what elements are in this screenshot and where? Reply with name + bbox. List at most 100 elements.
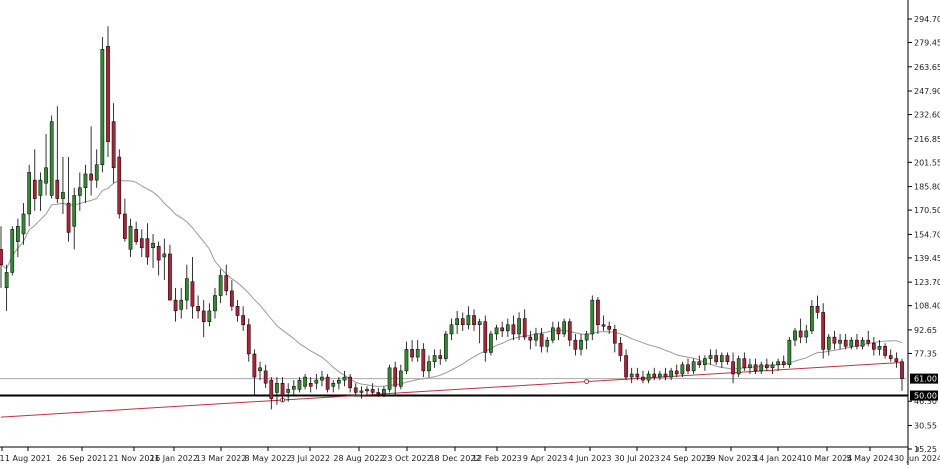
candle-body <box>500 327 505 332</box>
candle <box>196 295 200 319</box>
candle-body <box>460 318 465 325</box>
candle <box>213 287 217 319</box>
candle <box>49 115 54 199</box>
candle-body <box>432 355 437 362</box>
candle <box>415 340 420 362</box>
candle-body <box>410 349 414 358</box>
candle-body <box>753 364 758 372</box>
x-tick-label: 1 Aug 2021 <box>5 454 51 463</box>
candle-body <box>21 213 26 235</box>
candle-body <box>759 364 764 372</box>
candle <box>793 327 797 347</box>
candle-body <box>680 364 685 375</box>
candle-body <box>134 229 139 242</box>
candle <box>66 157 71 242</box>
candle-body <box>376 392 381 395</box>
candle-body <box>489 333 493 353</box>
candle-body <box>393 367 398 387</box>
candle-body <box>624 355 628 378</box>
candle-body <box>826 336 831 350</box>
candle <box>387 364 392 393</box>
candle <box>314 373 319 390</box>
candle <box>573 333 578 356</box>
candle-body <box>94 164 99 181</box>
candle <box>252 349 257 396</box>
moving-average-line <box>0 179 903 388</box>
moving-average-layer <box>0 179 903 388</box>
candle <box>427 355 431 378</box>
candle-body <box>567 321 572 341</box>
candle-body <box>770 364 775 369</box>
candle-body <box>365 389 369 392</box>
candle-body <box>111 121 116 169</box>
candle <box>308 377 313 393</box>
candle-body <box>246 324 251 355</box>
candle-body <box>590 299 595 335</box>
candle-body <box>207 310 212 322</box>
candle <box>725 352 730 365</box>
candle-body <box>618 342 623 356</box>
candle-body <box>697 361 702 366</box>
candle-body <box>900 361 904 379</box>
candle <box>849 337 854 350</box>
candle <box>348 373 352 393</box>
candle-body <box>849 339 854 347</box>
x-tick-label: 23 Oct 2022 <box>382 454 431 463</box>
candle <box>888 349 893 362</box>
candle-body <box>703 358 707 366</box>
candle-body <box>725 355 730 362</box>
candle-body <box>89 173 93 181</box>
candle <box>303 373 307 390</box>
candle-body <box>466 315 471 325</box>
x-tick-label: 30 Jun 2024 <box>894 454 940 463</box>
candle <box>900 358 904 391</box>
x-tick-label: 28 Aug 2022 <box>333 454 384 463</box>
candle-body <box>629 373 634 378</box>
candle-body <box>477 321 482 325</box>
current-price-label: 61.00 <box>914 375 937 384</box>
candle <box>382 386 386 398</box>
candle <box>100 37 105 173</box>
candle <box>61 157 65 214</box>
candle-body <box>213 295 217 312</box>
y-tick-label: 123.70 <box>914 278 940 287</box>
candle <box>674 364 679 378</box>
candle <box>269 377 274 410</box>
candle-body <box>55 179 60 199</box>
candle <box>860 337 865 350</box>
candle <box>500 321 505 338</box>
candle <box>10 226 15 276</box>
candle <box>258 361 262 381</box>
candle-body <box>44 167 48 184</box>
candle <box>21 203 26 245</box>
candle <box>477 318 482 344</box>
candle <box>438 349 443 365</box>
candle-body <box>151 242 155 249</box>
y-tick-label: 139.45 <box>914 254 940 263</box>
candle <box>629 367 634 384</box>
candle <box>731 352 735 384</box>
candle-body <box>798 330 803 338</box>
candle-body <box>539 333 544 347</box>
candle-body <box>517 318 521 335</box>
candle-body <box>27 172 32 215</box>
candle <box>517 312 521 341</box>
candle <box>635 367 640 381</box>
x-tick-label: 5 May 2024 <box>846 454 893 463</box>
candle <box>337 377 341 390</box>
candle-body <box>168 253 172 301</box>
candle-body <box>719 355 724 362</box>
candle <box>877 340 882 356</box>
candle <box>618 337 623 362</box>
candle-body <box>838 339 842 344</box>
candle <box>832 330 837 350</box>
candle <box>567 318 572 347</box>
candle-body <box>117 156 122 215</box>
y-tick-label: 77.35 <box>914 349 937 358</box>
candle-body <box>218 275 223 296</box>
x-tick-label: 13 Mar 2022 <box>196 454 247 463</box>
candle <box>804 324 809 344</box>
candle-body <box>49 121 54 196</box>
candle-body <box>190 281 195 307</box>
candle <box>179 287 184 319</box>
